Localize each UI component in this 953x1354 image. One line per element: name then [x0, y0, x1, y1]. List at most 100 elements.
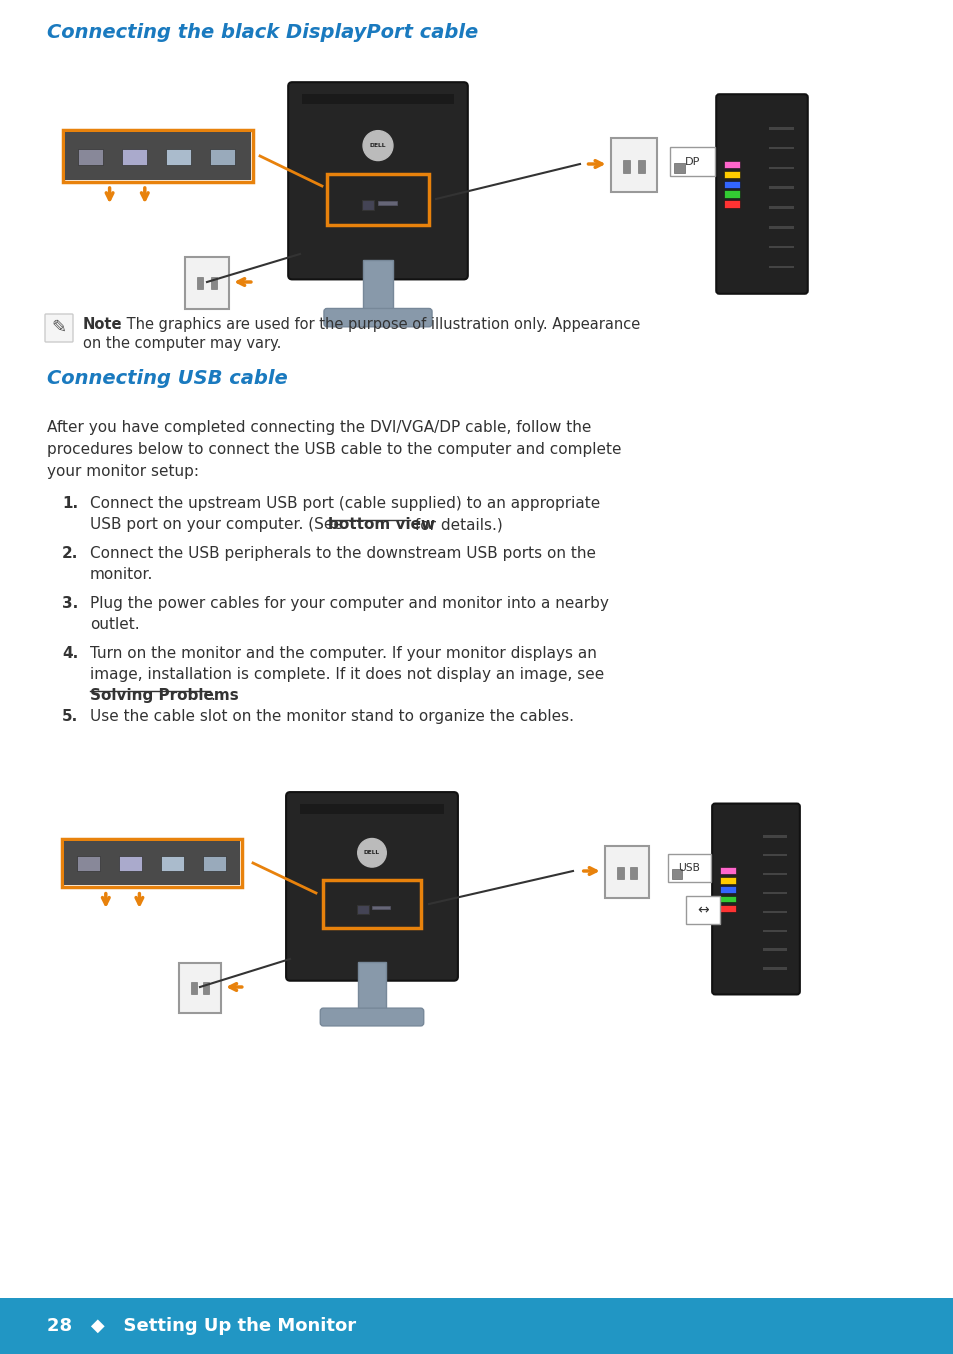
Bar — [720, 904, 735, 911]
Bar — [203, 982, 210, 994]
Bar — [768, 127, 794, 130]
Text: monitor.: monitor. — [90, 567, 153, 582]
Bar — [723, 161, 740, 168]
Bar — [637, 160, 644, 173]
Bar — [669, 148, 714, 176]
Bar — [723, 180, 740, 188]
Bar — [768, 245, 794, 248]
Text: After you have completed connecting the DVI/VGA/DP cable, follow the: After you have completed connecting the … — [47, 420, 591, 435]
Bar — [720, 886, 735, 894]
Text: .: . — [210, 688, 214, 703]
Text: Connecting the black DisplayPort cable: Connecting the black DisplayPort cable — [47, 23, 477, 42]
FancyBboxPatch shape — [320, 1009, 423, 1026]
Bar — [768, 187, 794, 190]
Bar — [762, 892, 786, 894]
Bar — [762, 835, 786, 838]
FancyBboxPatch shape — [716, 95, 807, 294]
Bar — [674, 162, 684, 173]
Bar — [720, 867, 735, 875]
Text: bottom view: bottom view — [328, 517, 435, 532]
Bar — [211, 149, 234, 165]
Text: Turn on the monitor and the computer. If your monitor displays an: Turn on the monitor and the computer. If… — [90, 646, 597, 661]
Text: USB: USB — [678, 862, 700, 873]
Text: Plug the power cables for your computer and monitor into a nearby: Plug the power cables for your computer … — [90, 596, 608, 611]
Text: for details.): for details.) — [410, 517, 502, 532]
Text: 28   ◆   Setting Up the Monitor: 28 ◆ Setting Up the Monitor — [47, 1317, 355, 1335]
FancyBboxPatch shape — [324, 309, 432, 326]
Bar — [723, 200, 740, 207]
Bar — [768, 146, 794, 149]
Text: 4.: 4. — [62, 646, 78, 661]
Bar — [362, 200, 375, 210]
Bar — [768, 226, 794, 229]
Bar — [166, 149, 191, 165]
Text: Connecting USB cable: Connecting USB cable — [47, 370, 288, 389]
Text: on the computer may vary.: on the computer may vary. — [83, 336, 281, 351]
Text: : The graphics are used for the purpose of illustration only. Appearance: : The graphics are used for the purpose … — [117, 317, 639, 332]
Text: USB port on your computer. (See: USB port on your computer. (See — [90, 517, 348, 532]
Text: 3.: 3. — [62, 596, 78, 611]
Bar — [611, 138, 657, 192]
Bar — [723, 191, 740, 198]
Bar — [0, 1298, 953, 1354]
Bar — [630, 867, 637, 879]
Bar — [762, 948, 786, 951]
Bar — [63, 130, 253, 181]
Bar — [768, 265, 794, 268]
Bar — [357, 963, 386, 1014]
Bar — [768, 206, 794, 209]
Bar — [66, 133, 251, 180]
Bar — [302, 95, 454, 104]
Bar — [211, 276, 216, 290]
Bar — [667, 854, 710, 881]
Bar — [191, 982, 196, 994]
Text: 5.: 5. — [62, 709, 78, 724]
Circle shape — [363, 130, 393, 161]
Text: DELL: DELL — [370, 144, 386, 148]
Bar — [377, 200, 397, 204]
Bar — [363, 260, 393, 315]
Text: 2.: 2. — [62, 546, 78, 561]
Text: Connect the upstream USB port (cable supplied) to an appropriate: Connect the upstream USB port (cable sup… — [90, 496, 599, 510]
Text: 1.: 1. — [62, 496, 78, 510]
Text: DELL: DELL — [364, 850, 379, 856]
Bar — [185, 257, 229, 309]
Text: Connect the USB peripherals to the downstream USB ports on the: Connect the USB peripherals to the downs… — [90, 546, 596, 561]
Bar — [122, 149, 147, 165]
Text: procedures below to connect the USB cable to the computer and complete: procedures below to connect the USB cabl… — [47, 441, 620, 458]
Bar — [762, 854, 786, 857]
Bar — [202, 856, 226, 872]
Bar — [64, 841, 240, 886]
Text: Solving Problems: Solving Problems — [90, 688, 238, 703]
Bar — [118, 856, 142, 872]
Bar — [327, 173, 429, 225]
Bar — [685, 896, 720, 923]
Bar — [197, 276, 203, 290]
Bar — [720, 895, 735, 902]
Bar — [672, 869, 681, 879]
Text: your monitor setup:: your monitor setup: — [47, 464, 199, 479]
Bar — [623, 160, 630, 173]
Bar — [762, 911, 786, 913]
Bar — [762, 967, 786, 969]
FancyBboxPatch shape — [286, 792, 457, 980]
Text: outlet.: outlet. — [90, 617, 139, 632]
Bar — [323, 880, 420, 929]
Bar — [723, 171, 740, 177]
Bar — [372, 906, 390, 909]
Text: Use the cable slot on the monitor stand to organize the cables.: Use the cable slot on the monitor stand … — [90, 709, 574, 724]
Bar — [762, 873, 786, 875]
Bar — [720, 876, 735, 884]
Bar — [604, 846, 648, 898]
Text: ↔: ↔ — [697, 903, 708, 917]
Bar — [300, 804, 443, 814]
Bar — [617, 867, 623, 879]
Circle shape — [357, 838, 386, 867]
Bar — [768, 167, 794, 169]
Text: ✎: ✎ — [51, 320, 67, 337]
FancyBboxPatch shape — [711, 803, 799, 994]
Text: Note: Note — [83, 317, 122, 332]
Text: image, installation is complete. If it does not display an image, see: image, installation is complete. If it d… — [90, 668, 603, 682]
Text: DP: DP — [684, 157, 700, 167]
Bar — [762, 930, 786, 932]
